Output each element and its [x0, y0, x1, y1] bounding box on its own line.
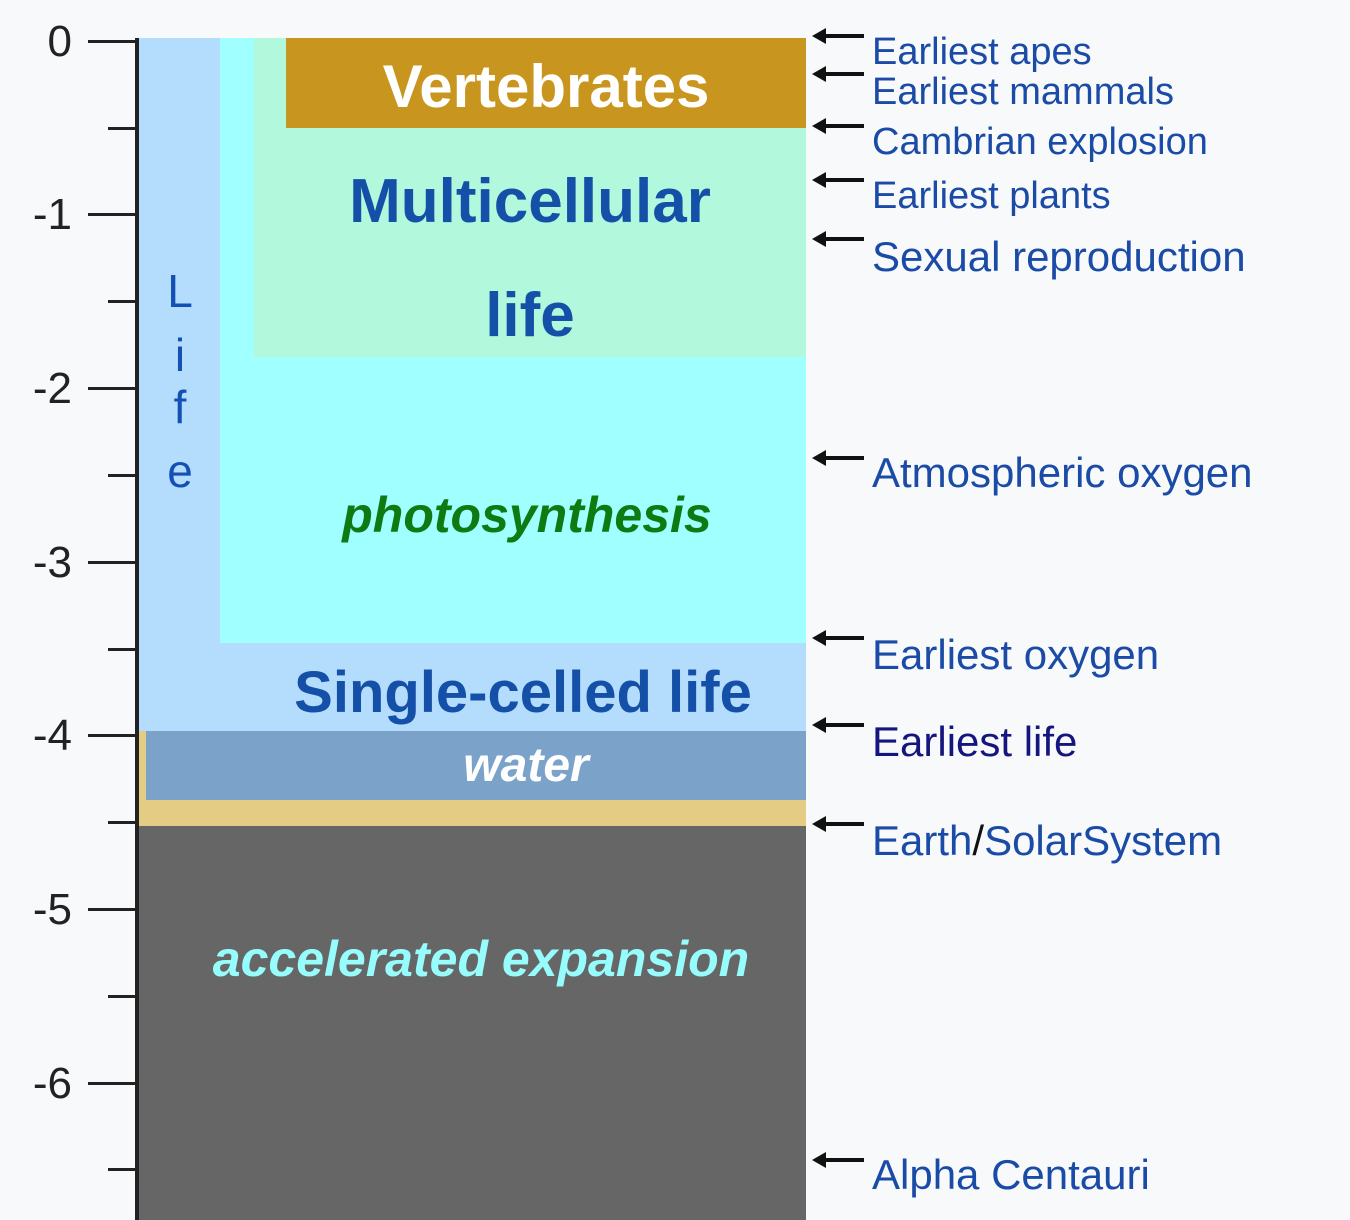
- life-letter: e: [167, 445, 193, 497]
- event-earliest-mammals: Earliest mammals: [872, 71, 1174, 113]
- axis-tick-major: [88, 734, 135, 737]
- event-earliest-oxygen: Earliest oxygen: [872, 631, 1160, 678]
- axis-tick-major: [88, 213, 135, 216]
- event-earliest-life: Earliest life: [872, 718, 1078, 765]
- left-arrow-icon: [812, 717, 864, 733]
- left-arrow-icon: [812, 1152, 864, 1168]
- left-arrow-icon: [812, 172, 864, 188]
- axis-tick-minor: [108, 648, 135, 651]
- multicellular-label: Multicellular: [349, 167, 711, 236]
- axis-tick-label: -4: [32, 711, 72, 760]
- event-sexual-reproduction: Sexual reproduction: [872, 233, 1246, 280]
- event-atmospheric-oxygen: Atmospheric oxygen: [872, 449, 1253, 496]
- axis-tick-label: 0: [47, 17, 72, 66]
- event-separator: /: [972, 817, 985, 864]
- vertebrates-label: Vertebrates: [382, 53, 710, 120]
- axis-tick-minor: [108, 300, 135, 303]
- left-arrow-icon: [812, 816, 864, 832]
- event-solar-system-link[interactable]: SolarSystem: [984, 817, 1223, 864]
- axis-tick-label: -1: [32, 190, 72, 239]
- multicellular-label: life: [485, 281, 575, 350]
- left-arrow-icon: [812, 630, 864, 646]
- water-band: [146, 731, 806, 800]
- vertebrates-band: [286, 38, 806, 128]
- life-letter: L: [167, 265, 193, 317]
- event-alpha-centauri: Alpha Centauri: [872, 1151, 1150, 1198]
- left-arrow-icon: [812, 28, 864, 44]
- event-earliest-apes: Earliest apes: [872, 31, 1092, 73]
- life-letter: f: [173, 381, 187, 433]
- axis-tick-label: -2: [32, 364, 72, 413]
- axis-tick-major: [88, 1082, 135, 1085]
- axis-tick-minor: [108, 474, 135, 477]
- timeline-axis: [135, 38, 139, 1220]
- left-arrow-icon: [812, 231, 864, 247]
- axis-tick-label: -3: [32, 538, 72, 587]
- axis-tick-major: [88, 387, 135, 390]
- axis-tick-major: [88, 908, 135, 911]
- axis-tick-minor: [108, 821, 135, 824]
- axis-tick-label: -5: [32, 885, 72, 934]
- axis-tick-minor: [108, 995, 135, 998]
- axis-tick-minor: [108, 127, 135, 130]
- photosynthesis-label: photosynthesis: [342, 487, 712, 543]
- left-arrow-icon: [812, 66, 864, 82]
- life-letter: i: [174, 329, 186, 381]
- event-earth-solar-system: Earth/SolarSystem: [872, 820, 1222, 862]
- left-arrow-icon: [812, 118, 864, 134]
- left-arrow-icon: [812, 450, 864, 466]
- single-celled-label: Single-celled life: [294, 660, 752, 725]
- axis-tick-label: -6: [32, 1059, 72, 1108]
- event-earth-link[interactable]: Earth: [872, 817, 973, 864]
- axis-tick-major: [88, 40, 135, 43]
- expansion-band: [139, 824, 806, 1220]
- water-label: water: [463, 739, 589, 792]
- event-cambrian-explosion: Cambrian explosion: [872, 121, 1208, 163]
- event-earliest-plants: Earliest plants: [872, 175, 1111, 217]
- axis-tick-major: [88, 561, 135, 564]
- expansion-label: accelerated expansion: [212, 931, 750, 987]
- axis-tick-minor: [108, 1168, 135, 1171]
